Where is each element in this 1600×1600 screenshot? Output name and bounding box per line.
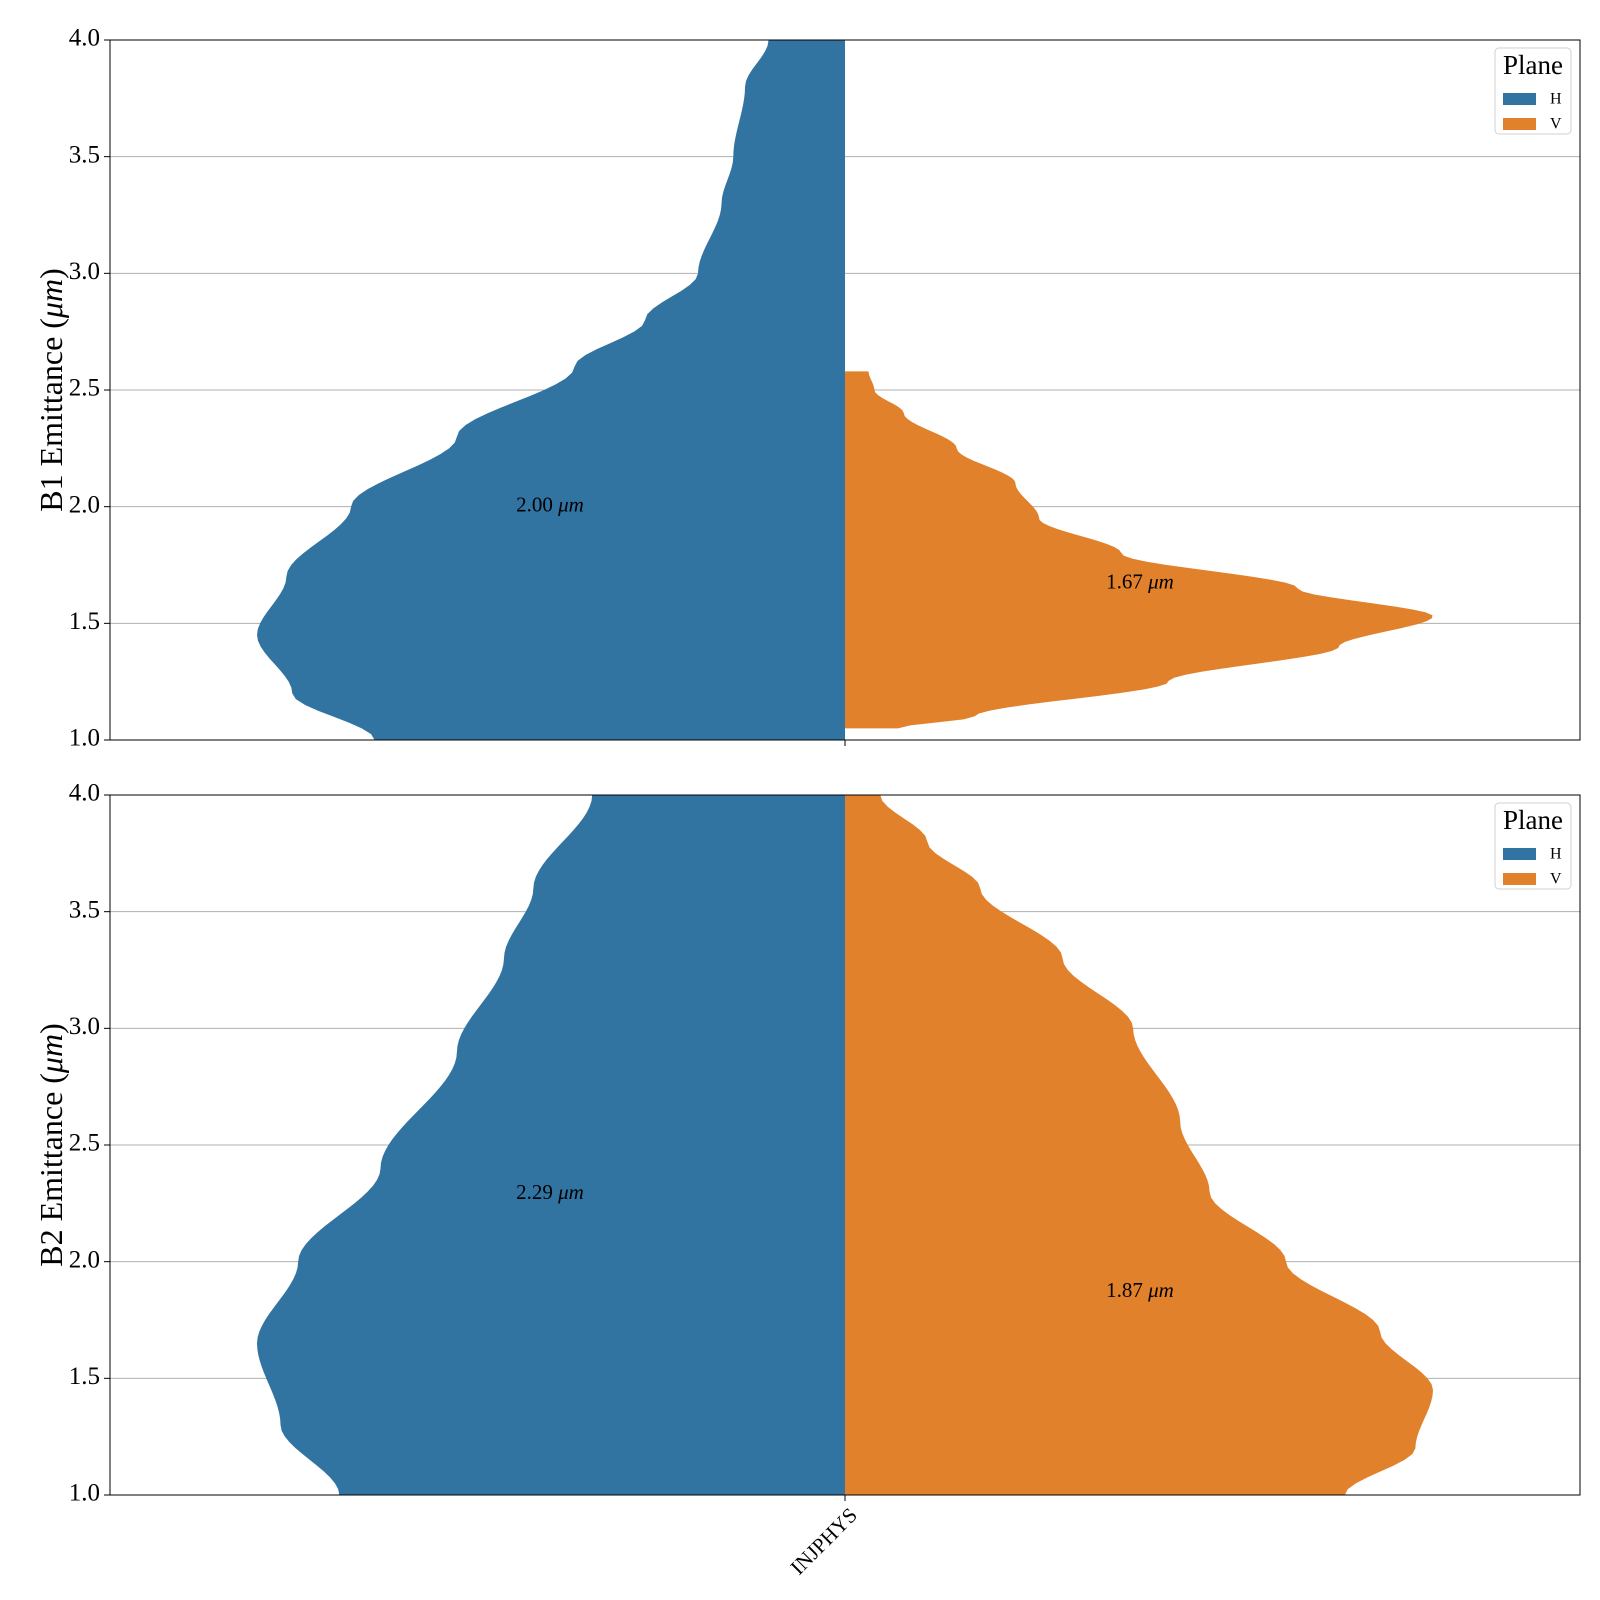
- legend-swatch-h: [1503, 848, 1536, 860]
- y-tick-label: 3.5: [69, 896, 100, 923]
- legend-label-v: V: [1550, 871, 1562, 888]
- legend-box: [1494, 47, 1572, 135]
- x-tick-label: INJPHYS: [786, 1503, 862, 1579]
- violin-v-plane: [845, 795, 1433, 1495]
- legend-title: Plane: [1503, 50, 1563, 80]
- panel-1: 2.00 μm 1.67 μm 1.0 1.5 2.0 2.5 3.0 3.5 4.0 B1 Em…: [33, 25, 1581, 752]
- legend: Plane HV: [1494, 802, 1572, 890]
- panel-2: 2.29 μm 1.87 μm 1.0 1.5 2.0 2.5 3.0 3.5 4.0 B2 Em…: [33, 780, 1581, 1579]
- legend-label-v: V: [1550, 116, 1562, 133]
- violin-v-plane: [845, 371, 1433, 729]
- legend-label-h: H: [1550, 91, 1562, 108]
- violin-h-plane: [257, 40, 845, 740]
- y-tick-label: 2.5: [69, 1130, 100, 1157]
- violin-h-plane: [257, 795, 845, 1495]
- legend-swatch-h: [1503, 93, 1536, 105]
- y-tick-label: 1.5: [69, 608, 100, 635]
- y-axis: 1.0 1.5 2.0 2.5 3.0 3.5 4.0: [69, 25, 110, 752]
- y-axis: 1.0 1.5 2.0 2.5 3.0 3.5 4.0: [69, 780, 110, 1507]
- annotation-v: 1.67 μm: [1106, 569, 1174, 593]
- y-tick-label: 3.0: [69, 258, 100, 285]
- violins: [257, 40, 1433, 740]
- legend-label-h: H: [1550, 846, 1562, 863]
- y-tick-label: 1.5: [69, 1363, 100, 1390]
- y-tick-label: 2.5: [69, 375, 100, 402]
- legend-swatch-v: [1503, 873, 1536, 885]
- y-axis-label: B2 Emittance (μm): [33, 1023, 69, 1267]
- y-tick-label: 3.5: [69, 141, 100, 168]
- legend: Plane HV: [1494, 47, 1572, 135]
- y-tick-label: 4.0: [69, 780, 100, 807]
- annotation-h: 2.00 μm: [516, 492, 584, 516]
- y-tick-label: 3.0: [69, 1013, 100, 1040]
- y-tick-label: 1.0: [69, 1480, 100, 1507]
- legend-swatch-v: [1503, 118, 1536, 130]
- y-tick-label: 4.0: [69, 25, 100, 52]
- legend-box: [1494, 802, 1572, 890]
- annotation-v: 1.87 μm: [1106, 1278, 1174, 1302]
- y-axis-label: B1 Emittance (μm): [33, 268, 69, 512]
- legend-title: Plane: [1503, 805, 1563, 835]
- annotation-h: 2.29 μm: [516, 1180, 584, 1204]
- violins: [257, 795, 1433, 1495]
- y-tick-label: 1.0: [69, 725, 100, 752]
- y-tick-label: 2.0: [69, 1246, 100, 1273]
- y-tick-label: 2.0: [69, 491, 100, 518]
